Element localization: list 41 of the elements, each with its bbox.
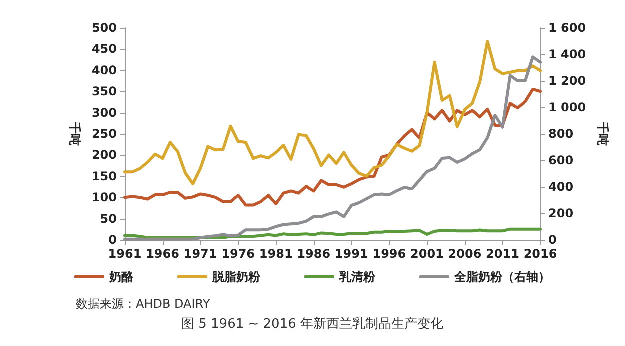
legend-label: 奶酪 [108,270,134,284]
x-tick-label: 2011 [486,247,520,261]
y-tick-label: 0 [108,233,117,247]
y2-tick-label: 400 [548,180,574,194]
x-tick-label: 2001 [410,247,444,261]
y2-tick-label: 600 [548,154,574,168]
line-series [124,40,542,186]
y2-tick-label: 1 400 [548,48,586,62]
y-tick-label: 100 [92,190,117,205]
x-tick-label: 1961 [108,247,142,261]
x-tick-label: 1981 [259,247,293,261]
y-tick-label: 250 [92,127,117,141]
y-tick-label: 50 [100,212,117,226]
x-tick-label: 1971 [184,247,218,261]
y-tick-label: 500 [92,21,117,35]
y2-tick-label: 800 [548,127,574,141]
x-tick-label: 1976 [222,247,256,261]
x-tick-label: 1996 [372,247,406,261]
y-tick-label: 400 [92,63,117,78]
y-tick-label: 300 [92,106,117,120]
legend-label: 乳清粉 [338,270,376,284]
x-tick-label: 2006 [448,247,482,261]
y-tick-label: 350 [92,84,117,99]
text: 图 5 1961 ~ 2016 年新西兰乳制品生产变化 [182,317,444,332]
y-tick-label: 200 [92,148,117,162]
legend-label: 脱脂奶粉 [212,270,262,284]
y-tick-label: 150 [92,169,117,184]
x-tick-label: 1966 [146,247,180,261]
x-tick-label: 1991 [334,247,368,261]
source-note: 数据来源：AHDB DAIRY [76,297,211,311]
x-tick-label: 1986 [297,247,331,261]
y-tick-label: 450 [92,42,117,56]
y-axis-title: 千吨 [68,121,82,146]
legend-label: 全脂奶粉（右轴） [454,270,550,284]
y2-tick-label: 200 [548,206,574,220]
y2-axis-title: 千吨 [596,121,610,146]
y2-tick-label: 1 000 [548,100,586,114]
x-tick-label: 2016 [524,247,558,261]
y2-tick-label: 1 600 [548,21,586,35]
y2-tick-label: 0 [548,233,557,247]
y2-tick-label: 1 200 [548,74,586,88]
